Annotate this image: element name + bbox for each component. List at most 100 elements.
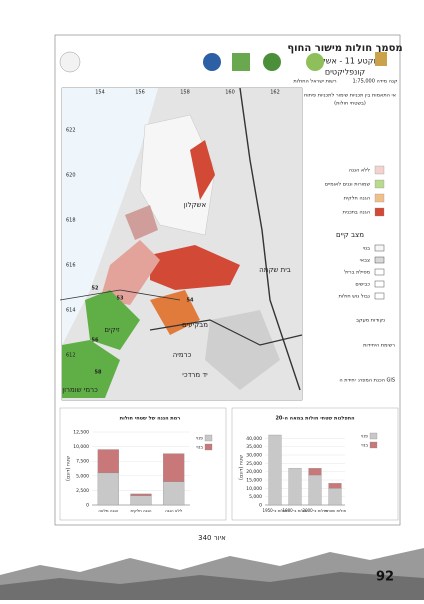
x-tick-label: הגנה מלאה <box>98 508 118 513</box>
legend-label: ללא הגנה <box>349 168 370 174</box>
caption: איור 340 <box>198 534 226 542</box>
legend-swatch <box>374 268 385 276</box>
publisher: רשות ישראל החולות <box>293 79 336 85</box>
legend-points-title: נקודות מעקב <box>356 318 385 324</box>
grid-x-label: 160 <box>225 90 235 96</box>
place-label: כרמי שומרון <box>62 386 98 394</box>
bar-segment <box>130 493 152 496</box>
logos <box>59 51 387 73</box>
bar-segment <box>308 474 322 506</box>
legend-label: גבול גוש חולות <box>339 294 370 300</box>
x-tick-label: ללא הגנה <box>165 508 182 513</box>
legend-authors-title: רשימת היחידות <box>363 343 395 349</box>
legend-swatch <box>369 441 378 449</box>
legend-swatch <box>374 207 385 217</box>
y-tick-label: 25,000 <box>246 461 262 467</box>
legend-note: (בשטחי חולות) <box>334 101 366 107</box>
y-tick-label: 35,000 <box>246 444 262 450</box>
legend-label: פנוי <box>196 437 203 442</box>
site-number: 58 <box>95 370 102 376</box>
legend-swatch <box>374 292 385 300</box>
map <box>59 87 303 401</box>
legend-title: אי התאמות בין תכניות שימור לתכניות פיתוח <box>304 93 396 99</box>
place-label: כרמיה <box>173 351 192 359</box>
topic: קונפליקטים <box>325 68 366 77</box>
legend-credit: הכנת המפה: יחידת ה GIS <box>339 378 395 384</box>
site-number: 53 <box>117 296 124 302</box>
x-tick-label: חולות ב-1980 <box>283 508 308 513</box>
legend-label: בנוי <box>363 246 370 252</box>
y-tick-label: 2,500 <box>76 488 89 494</box>
place-label: זיקים <box>104 326 120 334</box>
bar-segment <box>328 488 342 506</box>
y-tick-label: 15,000 <box>246 478 262 484</box>
title: מסמך חולות מישור החוף <box>287 43 402 54</box>
y-tick-label: 20,000 <box>246 469 262 475</box>
legend-swatch <box>374 165 385 175</box>
place-label: יד מרדכי <box>182 371 208 379</box>
place-label: מבקיעים <box>182 321 208 329</box>
legend-swatch <box>374 193 385 203</box>
y-tick-label: 5,000 <box>76 473 89 479</box>
y-tick-label: 0 <box>86 503 89 509</box>
bar-segment <box>130 495 152 506</box>
x-tick-label: הגנה חלקית <box>131 508 152 513</box>
legend-swatch <box>369 432 378 440</box>
x-tick-label: חולות שנותרו <box>324 508 347 513</box>
site-number: 56 <box>92 338 99 344</box>
grid-x-label: 154 <box>95 90 105 96</box>
legend-label: פנוי <box>361 435 368 440</box>
legend-label: מסילת ברזל <box>344 270 370 276</box>
y-axis-title: שטח (דונם) <box>66 456 72 481</box>
y-tick-label: 12,500 <box>73 430 89 436</box>
bar-segment <box>163 481 185 506</box>
bar-segment <box>163 453 185 482</box>
legend-swatch <box>374 244 385 252</box>
bar-segment <box>308 468 322 476</box>
legend-label: שמורות וגנים לאומיים <box>325 182 371 188</box>
page-number: 92 <box>376 570 394 585</box>
scale: קנה מידה 1:75,000 <box>353 79 398 85</box>
y-tick-label: 7,500 <box>76 459 89 465</box>
grid-y-label: 620 <box>66 173 76 179</box>
legend-swatch <box>204 443 213 451</box>
mountain-band <box>0 548 424 600</box>
legend-swatch <box>374 256 385 264</box>
legend-swatch <box>374 280 385 288</box>
bar-segment <box>288 468 302 506</box>
legend-label: הגנה בתכנית <box>343 210 370 216</box>
grid-y-label: 614 <box>66 308 76 314</box>
subtitle: מקטע 11 - אשקלון <box>311 57 379 66</box>
y-tick-label: 10,000 <box>73 444 89 450</box>
y-tick-label: 40,000 <box>246 436 262 442</box>
legend-label: בנוי <box>196 446 203 451</box>
bar-segment <box>268 434 282 506</box>
chart-title: התפלגות שטחי חולות במאה ה-20 <box>275 416 354 422</box>
y-tick-label: 5,000 <box>249 494 262 500</box>
grid-y-label: 618 <box>66 218 76 224</box>
place-label: בית שקמה <box>259 266 291 274</box>
x-tick-label: חולות ב-1950 <box>263 508 288 513</box>
legend-label: בנוי <box>361 444 368 449</box>
y-tick-label: 10,000 <box>246 486 262 492</box>
site-number: 54 <box>187 298 194 304</box>
chart-title: רמת הגנה של שטחי חולות <box>120 416 181 422</box>
frame <box>54 34 401 526</box>
grid-x-label: 162 <box>270 90 280 96</box>
legend-label: הגנה חלקית <box>344 196 370 202</box>
legend-label: צבאי <box>360 258 370 264</box>
site-number: 52 <box>92 286 99 292</box>
grid-y-label: 622 <box>66 128 76 134</box>
y-tick-label: 30,000 <box>246 453 262 459</box>
bar-segment <box>97 472 119 506</box>
legend-label: כבישים <box>355 282 370 288</box>
bar-segment <box>328 483 342 489</box>
legend-swatch <box>204 434 213 442</box>
x-tick-label: חולות ב-2000 <box>303 508 328 513</box>
y-tick-label: 0 <box>259 503 262 509</box>
y-axis-title: שטח (דונם) <box>239 455 245 480</box>
grid-x-label: 158 <box>180 90 190 96</box>
legend-swatch <box>374 179 385 189</box>
grid-y-label: 616 <box>66 263 76 269</box>
